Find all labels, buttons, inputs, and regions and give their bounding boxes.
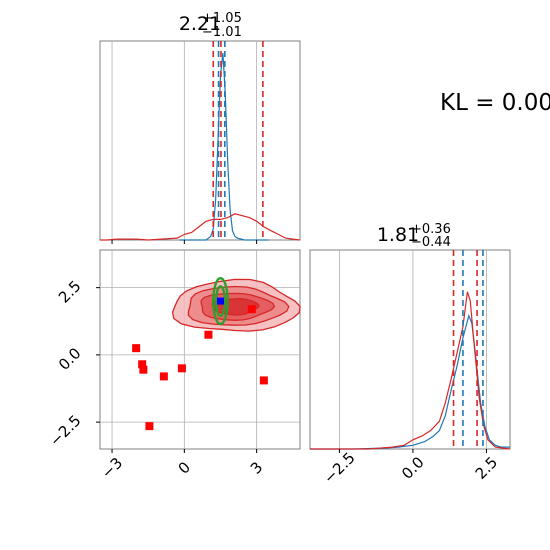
- joint-tick-label-y: 0.0: [55, 344, 85, 374]
- joint-tick-label-x: −3: [98, 454, 126, 482]
- right-tick-label-x: 2.5: [472, 453, 502, 483]
- joint-tick-label-y: 2.5: [55, 277, 85, 307]
- red-square-marker: [132, 344, 141, 353]
- marginal-panel-param-2: −2.5 0.0 2.5 1.81 +0.36 −0.44: [309, 222, 511, 487]
- right-histograms: [310, 291, 511, 450]
- top-title-minus: −1.01: [202, 25, 242, 40]
- red-square-marker: [139, 365, 148, 374]
- right-quantile-lines: [452, 250, 484, 449]
- top-histogram-series-1: [100, 213, 301, 241]
- right-histogram-series-1: [310, 291, 511, 450]
- right-x-ticks: −2.5 0.0 2.5: [320, 449, 501, 487]
- green-ellipse-outer: [212, 277, 229, 326]
- joint-grid-lines: [100, 250, 300, 449]
- red-square-marker: [177, 364, 186, 373]
- marginal-panel-param-1: 2.21 +1.05 −1.01: [99, 11, 301, 244]
- joint-tick-label-y: −2.5: [46, 412, 84, 450]
- right-histogram-series-0: [310, 313, 510, 450]
- right-title-minus: −0.44: [411, 235, 451, 250]
- joint-tick-label-x: 3: [247, 458, 266, 477]
- top-x-ticks: [111, 240, 258, 244]
- joint-tick-label-x: 0: [175, 458, 194, 477]
- top-quantile-lines: [212, 41, 264, 240]
- red-square-marker: [159, 372, 168, 381]
- top-grid-lines: [111, 41, 258, 240]
- joint-markers: [132, 297, 268, 431]
- joint-x-ticks: −3 0 3: [98, 449, 266, 482]
- blue-square-marker: [216, 297, 224, 305]
- red-square-marker: [138, 360, 147, 369]
- kl-annotation: KL = 0.00: [440, 90, 550, 116]
- red-square-marker: [247, 305, 256, 314]
- right-tick-label-x: −2.5: [320, 449, 358, 487]
- right-title-plus: +0.36: [411, 222, 451, 237]
- joint-panel: −3 0 3 −2.5 0.0 2.5: [46, 249, 301, 482]
- right-title: 1.81: [377, 224, 419, 246]
- right-grid-lines: [339, 250, 487, 449]
- red-square-marker: [259, 376, 268, 385]
- red-square-marker: [204, 330, 213, 339]
- joint-y-ticks: −2.5 0.0 2.5: [46, 277, 100, 450]
- top-title-plus: +1.05: [202, 11, 242, 26]
- red-square-marker: [145, 422, 154, 431]
- green-ellipse-inner: [214, 285, 227, 318]
- right-tick-label-x: 0.0: [398, 453, 428, 483]
- top-title: 2.21: [179, 13, 221, 35]
